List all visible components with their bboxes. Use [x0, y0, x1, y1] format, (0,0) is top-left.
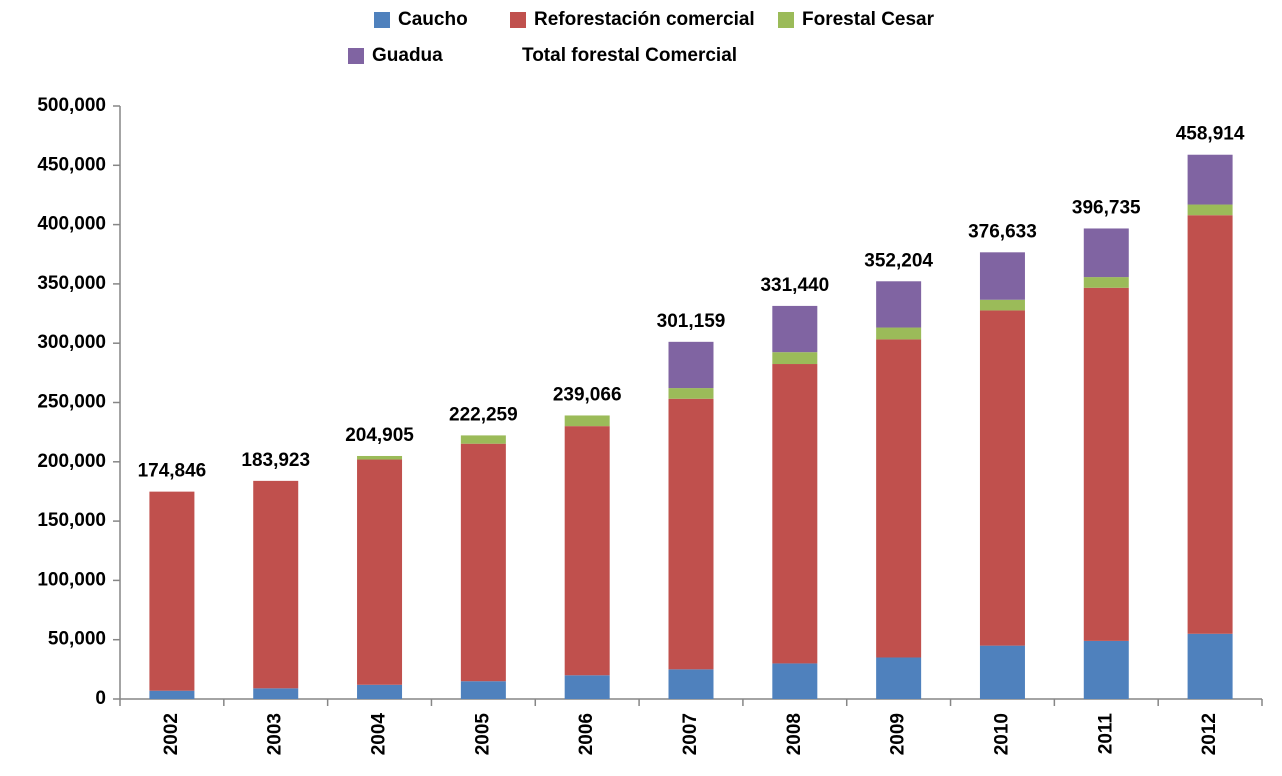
x-tick-label: 2009	[888, 713, 909, 755]
legend-label: Forestal Cesar	[802, 9, 935, 30]
bar-segment	[357, 459, 403, 685]
total-label: 204,905	[345, 425, 414, 446]
bar-segment	[668, 388, 714, 399]
y-tick-label: 250,000	[37, 392, 106, 413]
bar-segment	[668, 341, 714, 389]
bar-segment	[876, 657, 922, 699]
x-tick-label: 2008	[784, 713, 805, 755]
legend-label: Caucho	[398, 9, 468, 30]
y-tick-label: 50,000	[48, 629, 106, 650]
y-tick-label: 500,000	[37, 95, 106, 116]
x-tick-label: 2006	[576, 713, 597, 755]
y-tick-label: 0	[95, 688, 106, 709]
bar-segment	[149, 690, 195, 699]
bar-segment	[357, 455, 403, 460]
total-label: 331,440	[760, 275, 829, 296]
x-tick-label: 2003	[265, 713, 286, 755]
bar-segment	[253, 688, 299, 699]
bar-segment	[460, 681, 506, 699]
bar-segment	[1187, 215, 1233, 634]
bar-segment	[668, 398, 714, 670]
total-label: 376,633	[968, 221, 1037, 242]
bar-segment	[772, 663, 818, 699]
bar-segment	[564, 415, 610, 427]
total-label: 396,735	[1072, 197, 1141, 218]
bar-segment	[979, 645, 1025, 699]
bar-segment	[460, 435, 506, 444]
total-label: 239,066	[553, 384, 622, 405]
bar-segment	[149, 491, 195, 691]
total-label: 183,923	[241, 450, 310, 471]
y-tick-label: 100,000	[37, 569, 106, 590]
y-tick-label: 300,000	[37, 332, 106, 353]
bar-segment	[876, 339, 922, 658]
y-tick-label: 150,000	[37, 510, 106, 531]
bar-segment	[460, 443, 506, 682]
bar-segment	[1083, 287, 1129, 641]
y-tick-label: 450,000	[37, 154, 106, 175]
x-tick-label: 2002	[161, 713, 182, 755]
bar-segment	[772, 305, 818, 353]
total-label: 352,204	[864, 250, 933, 271]
legend-swatch	[778, 12, 794, 28]
legend-label: Reforestación comercial	[534, 9, 755, 30]
legend-swatch	[374, 12, 390, 28]
bar-segment	[1187, 633, 1233, 699]
bar-segment	[1083, 277, 1129, 288]
x-tick-label: 2007	[680, 713, 701, 755]
x-tick-label: 2011	[1095, 713, 1116, 755]
bar-segment	[564, 675, 610, 699]
legend-swatch	[348, 48, 364, 64]
bar-segment	[1083, 228, 1129, 278]
bar-segment	[979, 299, 1025, 311]
bar-segment	[876, 327, 922, 340]
legend-swatch	[510, 12, 526, 28]
total-label: 222,259	[449, 404, 518, 425]
bar-segment	[357, 684, 403, 699]
bar-segment	[979, 310, 1025, 646]
bar-segment	[876, 281, 922, 328]
legend-label: Guadua	[372, 45, 443, 66]
bar-segment	[1187, 154, 1233, 205]
bar-segment	[253, 480, 299, 689]
bar-segment	[1083, 640, 1129, 699]
x-tick-label: 2010	[991, 713, 1012, 755]
total-label: 301,159	[657, 311, 726, 332]
legend-label: Total forestal Comercial	[522, 45, 737, 66]
bar-segment	[668, 669, 714, 699]
x-tick-label: 2004	[369, 713, 390, 756]
bar-segment	[564, 426, 610, 676]
y-tick-label: 350,000	[37, 273, 106, 294]
bar-segment	[1187, 204, 1233, 216]
y-tick-label: 200,000	[37, 451, 106, 472]
x-tick-label: 2012	[1199, 713, 1220, 755]
bar-segment	[979, 252, 1025, 300]
y-tick-label: 400,000	[37, 214, 106, 235]
bar-segment	[772, 364, 818, 664]
bar-segment	[772, 352, 818, 365]
total-label: 174,846	[138, 461, 207, 482]
x-tick-label: 2005	[472, 713, 493, 756]
total-label: 458,914	[1176, 124, 1245, 145]
